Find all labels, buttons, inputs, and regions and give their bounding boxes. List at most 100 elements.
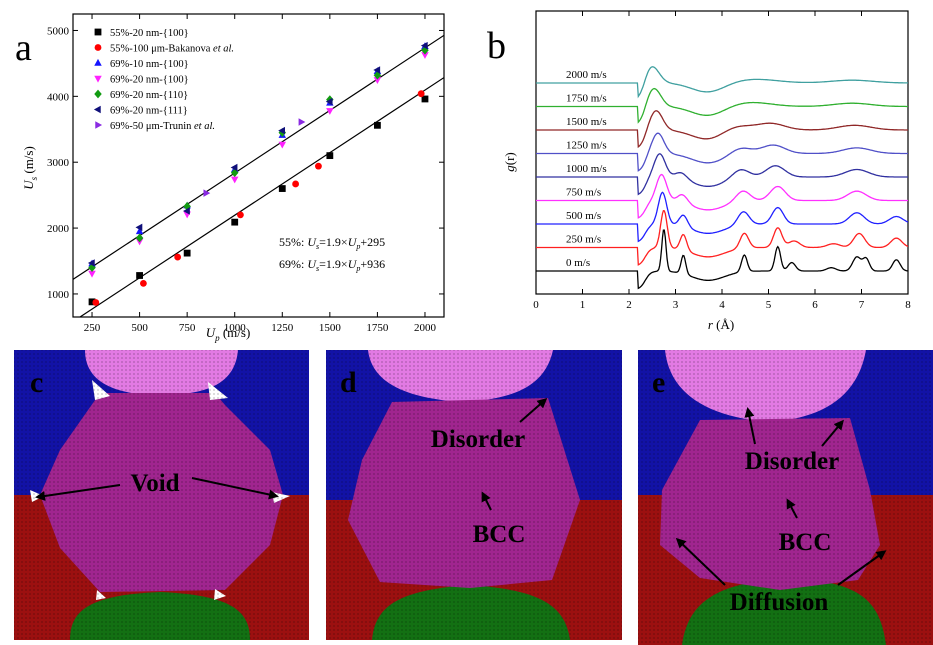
panel-e: e Disorder BCC Diffusion [638,350,933,645]
label-bcc-d: BCC [473,521,526,548]
data-points-a [87,41,429,306]
x-tick-label-a: 1250 [271,322,294,334]
atom-texture-d [326,350,622,640]
arrow-diffusion-e-1 [675,537,726,586]
panel-label-b: b [487,25,506,67]
arrow-void-right [191,477,279,500]
x-tick-label-b: 0 [533,299,539,311]
label-void: Void [130,470,179,497]
rdf-label-8: 2000 m/s [566,69,607,81]
x-axis-ticks-b: 0 1 2 3 4 5 6 7 8 [533,11,911,311]
rdf-curve-6 [536,110,908,149]
plot-frame-a [72,13,445,318]
x-tick-label-b: 4 [719,299,725,311]
x-axis-label-a: Up (m/s) [206,325,251,343]
legend-marker-3 [94,75,102,83]
panel-label-d: d [340,366,357,399]
x-axis-label-b: r (Å) [708,317,734,332]
x-tick-label-b: 6 [812,299,818,311]
legend-marker-0 [94,28,102,36]
rdf-curve-0 [536,229,908,290]
rdf-label-5: 1250 m/s [566,140,607,152]
rdf-label-7: 1750 m/s [566,93,607,105]
data-point-series-4 [183,201,191,211]
panel-b: b 0 1 2 3 4 5 6 7 8 0 m/s 250 m/s 500 m/s 750 m/s 10… [487,10,911,332]
x-tick-label-a: 1500 [319,322,342,334]
data-point-series-1 [417,90,425,98]
data-point-series-3 [88,270,96,278]
data-point-series-3 [278,141,287,149]
label-bcc-e: BCC [779,529,832,556]
legend-label-3: 69%-20 nm-{100} [110,75,189,86]
legend-marker-6 [95,121,103,129]
atom-texture-c [14,350,309,640]
arrow-disorder-e-1 [744,407,756,445]
data-point-series-0 [231,218,239,226]
legend-a: 55%-20 nm-{100} 55%-100 μm-Bakanova et al… [93,28,234,132]
data-point-series-5 [87,259,95,267]
curve-labels-b: 0 m/s 250 m/s 500 m/s 750 m/s 1000 m/s 1250 m… [566,69,607,269]
rdf-curves-b [536,66,908,290]
data-point-series-1 [174,253,182,261]
equation-55: 55%: Us=1.9×Up+295 [279,235,385,251]
rdf-label-2: 500 m/s [566,210,601,222]
y-axis-label-b: g(r) [502,152,517,172]
panel-a: a 250 500 750 1000 1250 1500 1750 2000 1000 2000… [15,13,445,343]
data-point-series-1 [315,162,322,170]
legend-label-0: 55%-20 nm-{100} [110,28,189,39]
data-point-series-0 [374,121,381,129]
data-point-series-3 [230,176,239,184]
x-tick-label-b: 1 [580,299,586,311]
data-point-series-5 [420,41,428,50]
arrow-void-left [35,484,121,501]
x-tick-label-b: 8 [905,299,911,311]
y-axis-label-a: Us (m/s) [21,146,39,190]
y-axis-ticks-a: 1000 2000 3000 4000 5000 [47,25,444,301]
label-disorder-d: Disorder [431,426,525,453]
y-tick-label-a: 5000 [47,25,70,37]
data-point-series-0 [183,249,191,257]
x-tick-label-a: 2000 [414,322,437,334]
plot-frame-b [535,10,909,295]
data-point-series-5 [325,97,333,106]
data-point-series-5 [183,207,190,215]
arrow-bcc-e [786,498,798,519]
equation-69: 69%: Us=1.9×Up+936 [279,257,385,273]
data-point-series-0 [88,298,96,306]
data-point-series-4 [373,70,382,80]
x-tick-label-b: 2 [626,299,632,311]
data-point-series-3 [421,52,429,59]
fit-line-55 [78,77,444,317]
data-point-series-1 [92,299,100,306]
arrow-disorder-e-2 [821,419,844,447]
legend-marker-1 [94,44,102,51]
x-tick-label-a: 1000 [224,322,247,334]
label-disorder-e: Disorder [745,448,839,475]
data-point-series-6 [298,118,306,126]
data-point-series-5 [230,163,238,172]
y-tick-label-a: 4000 [47,91,70,103]
rdf-curve-2 [536,191,908,243]
x-tick-label-b: 7 [859,299,865,311]
legend-label-1: 55%-100 μm-Bakanova et al. [110,44,234,55]
rdf-curve-7 [536,87,908,124]
legend-label-2: 69%-10 nm-{100} [110,59,189,70]
data-point-series-4 [230,168,239,178]
x-tick-label-b: 5 [766,299,772,311]
y-tick-label-a: 1000 [47,289,70,301]
rdf-curve-5 [536,132,908,172]
x-tick-label-b: 3 [673,299,679,311]
arrow-bcc-d [481,491,492,511]
data-point-series-5 [373,66,381,74]
data-point-series-0 [278,185,286,192]
panel-label-e: e [652,366,665,399]
fit-line-69 [73,34,444,280]
legend-label-6: 69%-50 μm-Trunin et al. [110,121,215,132]
panel-d: d Disorder BCC [326,350,622,640]
data-point-series-0 [421,95,429,103]
x-tick-label-a: 250 [84,322,101,334]
rdf-curve-1 [536,209,908,266]
data-point-series-2 [135,227,144,235]
rdf-label-6: 1500 m/s [566,116,607,128]
